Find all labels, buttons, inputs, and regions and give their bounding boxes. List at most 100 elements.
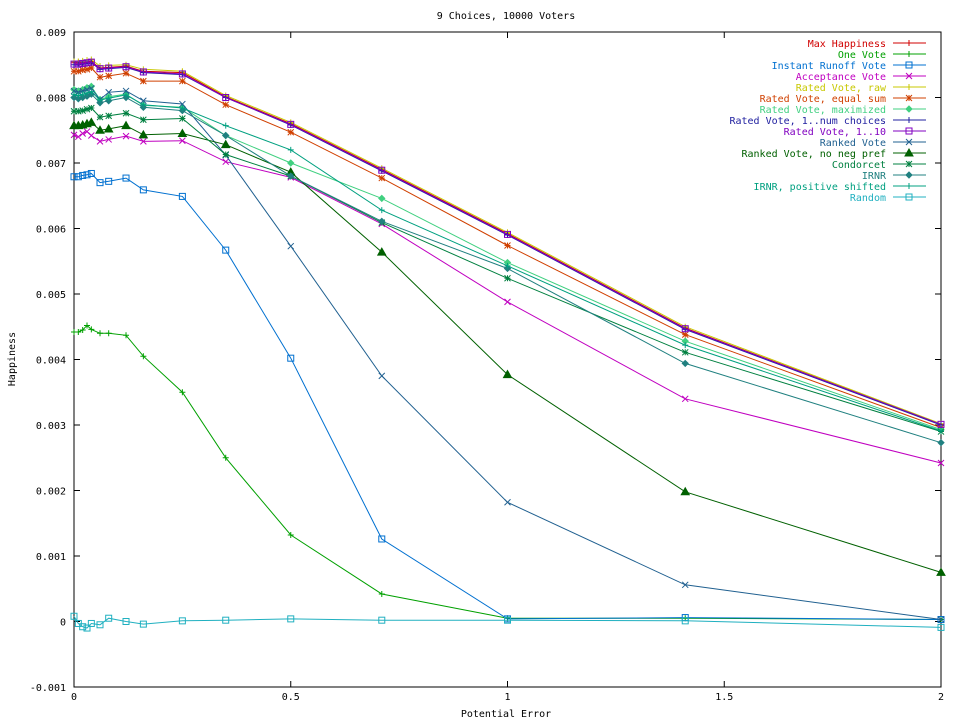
legend-marker — [905, 127, 913, 135]
data-point — [105, 72, 113, 80]
data-point — [287, 615, 295, 623]
data-point — [936, 567, 946, 576]
series-line — [74, 172, 942, 620]
data-point — [70, 173, 78, 181]
legend-marker — [906, 51, 912, 57]
data-point — [378, 174, 386, 182]
data-point — [97, 330, 104, 337]
data-point — [287, 242, 295, 250]
data-point — [87, 619, 95, 627]
legend-label: IRNR — [862, 171, 887, 182]
data-point — [96, 138, 104, 145]
data-point — [122, 63, 130, 71]
legend-item: Acceptance Vote — [796, 72, 926, 83]
data-point — [71, 91, 77, 98]
data-point — [504, 274, 511, 282]
data-point — [105, 330, 112, 337]
legend-item: Ranked Vote, no neg pref — [742, 147, 926, 160]
data-point — [88, 326, 95, 333]
y-tick-label: 0.002 — [36, 487, 66, 498]
data-point — [287, 172, 295, 180]
legend-item: Rated Vote, raw — [796, 83, 926, 94]
legend-label: Ranked Vote, no neg pref — [742, 149, 887, 160]
data-point — [70, 107, 78, 115]
data-point — [937, 616, 945, 623]
x-tick-label: 1.5 — [715, 692, 733, 703]
data-point — [83, 105, 91, 113]
data-point — [87, 84, 95, 92]
legend-marker — [905, 193, 913, 201]
legend-item: IRNR — [862, 171, 926, 182]
data-point — [179, 115, 186, 122]
data-point — [681, 359, 689, 368]
data-point — [123, 91, 130, 98]
data-point — [178, 617, 186, 625]
legend-marker — [906, 183, 912, 189]
data-point — [681, 581, 689, 589]
data-point — [105, 177, 113, 185]
series-layer — [69, 56, 946, 632]
data-point — [96, 179, 104, 187]
data-point — [74, 173, 82, 181]
data-point — [84, 322, 91, 329]
data-point — [75, 328, 82, 335]
y-tick-label: 0.008 — [36, 94, 66, 105]
data-point — [937, 438, 945, 447]
data-point — [122, 109, 130, 117]
data-point — [87, 169, 95, 177]
y-tick-label: 0.005 — [36, 290, 66, 301]
x-axis-label: Potential Error — [461, 709, 551, 720]
y-tick-label: 0.003 — [36, 421, 66, 432]
y-ticks: -0.001 0 0.001 0.002 0.003 0.004 0.005 0.006 0.0… — [30, 28, 941, 694]
data-point — [96, 65, 104, 73]
legend-marker — [906, 40, 912, 46]
legend-marker — [905, 171, 913, 179]
x-tick-label: 0.5 — [282, 692, 300, 703]
series-group — [71, 88, 944, 434]
data-point — [179, 389, 186, 396]
data-point — [79, 130, 87, 137]
legend-item: Rated Vote, 1..10 — [784, 127, 926, 138]
data-point — [140, 97, 147, 105]
data-point — [83, 171, 91, 179]
data-point — [378, 590, 385, 597]
series-group — [70, 64, 945, 431]
legend-label: IRNR, positive shifted — [754, 182, 886, 193]
legend-label: One Vote — [838, 50, 886, 61]
data-point — [177, 128, 188, 138]
data-point — [105, 88, 113, 96]
data-point — [376, 247, 387, 256]
data-point — [140, 138, 147, 145]
data-point — [139, 186, 147, 194]
data-point — [105, 112, 113, 120]
legend-label: Acceptance Vote — [796, 72, 886, 83]
series-line — [73, 616, 942, 629]
data-point — [138, 129, 149, 139]
data-point — [88, 88, 95, 95]
data-point — [140, 77, 147, 85]
data-point — [96, 621, 104, 629]
legend-item: Rated Vote, equal sum — [760, 94, 926, 105]
data-point — [378, 194, 386, 203]
series-line — [74, 324, 942, 620]
data-point — [222, 131, 230, 140]
legend-label: Max Happiness — [808, 39, 886, 50]
data-point — [122, 69, 130, 77]
legend-marker — [905, 61, 913, 69]
legend-item: Rated Vote, maximized — [760, 105, 926, 116]
data-point — [97, 97, 104, 104]
data-point — [105, 614, 113, 622]
data-point — [122, 618, 130, 625]
legend-label: Condorcet — [832, 160, 886, 171]
data-point — [681, 325, 689, 333]
series-group — [69, 117, 946, 576]
legend-item: Instant Runoff Vote — [772, 61, 926, 72]
legend-marker — [906, 117, 912, 123]
data-point — [86, 117, 97, 126]
data-point — [139, 68, 147, 76]
data-point — [79, 91, 86, 98]
legend-marker — [905, 105, 913, 113]
legend-marker — [905, 72, 913, 80]
series-line — [74, 61, 942, 425]
